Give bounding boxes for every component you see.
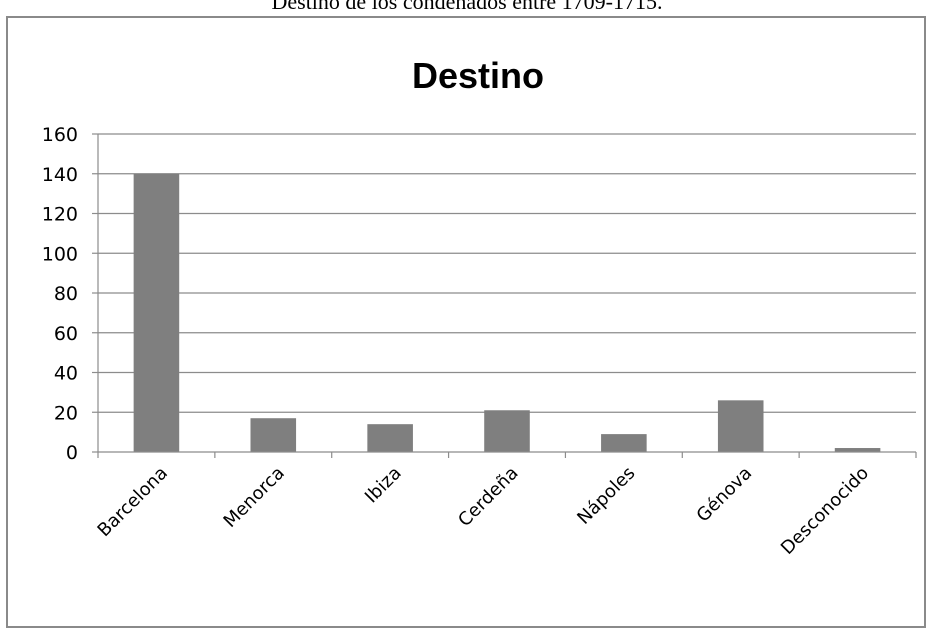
bar-barcelona	[133, 173, 180, 452]
bar-desconocido	[834, 448, 881, 452]
y-tick-labels: 0 20 40 60 80 100 120 140 160	[42, 124, 78, 464]
figure-caption: Destino de los condenados entre 1709-171…	[271, 0, 663, 14]
y-tick-label: 140	[42, 164, 78, 186]
y-tick-label: 100	[42, 243, 78, 265]
bar-génova	[717, 400, 764, 452]
y-tick-label: 60	[54, 323, 78, 345]
bar-nápoles	[601, 434, 647, 452]
y-tick-label: 160	[42, 124, 78, 146]
bar-menorca	[250, 418, 297, 452]
y-tick-label: 80	[54, 283, 78, 305]
bar-chart: Destino 0 20 40 60 80 100 120 140 160 Barcelona M…	[42, 55, 917, 559]
bar-cerdeña	[484, 410, 530, 452]
bar-ibiza	[367, 424, 413, 452]
y-tick-label: 40	[54, 363, 78, 385]
x-category-label: Ibiza	[361, 463, 406, 508]
x-category-label: Génova	[693, 463, 757, 527]
gridlines	[98, 133, 916, 413]
x-category-label: Menorca	[220, 463, 289, 532]
chart-frame: Destino 0 20 40 60 80 100 120 140 160 Barcelona M…	[6, 16, 926, 628]
x-category-label: Nápoles	[573, 463, 639, 529]
y-tick-label: 20	[54, 402, 78, 424]
x-category-label: Desconocido	[777, 463, 873, 559]
y-tick-label: 0	[66, 442, 78, 464]
axes	[92, 133, 917, 458]
chart-title: Destino	[412, 55, 544, 96]
x-category-label: Barcelona	[94, 463, 172, 541]
x-category-labels: Barcelona Menorca Ibiza Cerdeña Nápoles Génov…	[94, 463, 873, 559]
y-tick-label: 120	[42, 204, 78, 226]
bars	[133, 173, 881, 452]
x-category-label: Cerdeña	[454, 463, 522, 531]
